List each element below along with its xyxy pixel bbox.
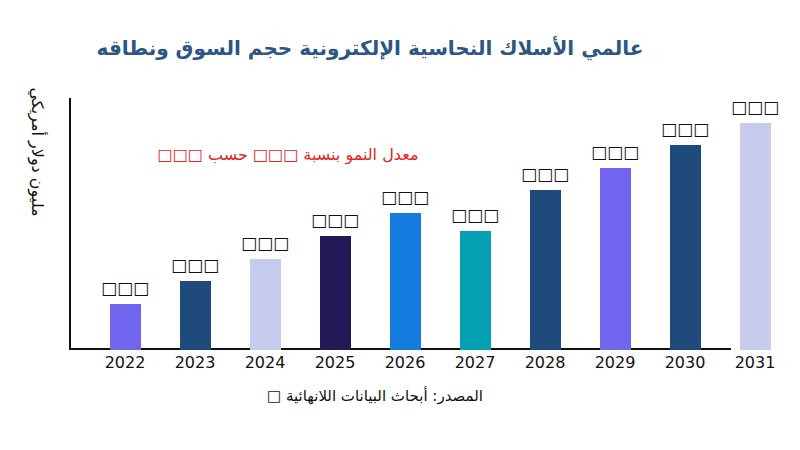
x-tick-label: 2029 (580, 353, 650, 372)
bar-value-label: □□□ (580, 144, 650, 161)
bar-2022 (110, 304, 141, 350)
x-tick-label: 2027 (440, 353, 510, 372)
bar-value-label: □□□ (90, 280, 160, 297)
bar-value-label: □□□ (230, 235, 300, 252)
source-caption: المصدر: أبحاث البيانات اللانهائية □ (175, 387, 575, 405)
x-tick-label: 2028 (510, 353, 580, 372)
x-tick-label: 2025 (300, 353, 370, 372)
bar-value-label: □□□ (160, 257, 230, 274)
bar-value-label: □□□ (720, 99, 790, 116)
bar-value-label: □□□ (440, 207, 510, 224)
bar-2027 (460, 231, 491, 350)
x-tick-label: 2026 (370, 353, 440, 372)
bar-2029 (600, 168, 631, 350)
x-tick-label: 2023 (160, 353, 230, 372)
x-tick-label: 2022 (90, 353, 160, 372)
bar-2028 (530, 190, 561, 350)
bar-2024 (250, 259, 281, 350)
bar-2026 (390, 213, 421, 350)
x-tick-label: 2030 (650, 353, 720, 372)
bar-chart: عالمي الأسلاك النحاسية الإلكترونية حجم ا… (0, 0, 800, 450)
x-tick-label: 2031 (720, 353, 790, 372)
bar-2030 (670, 145, 701, 350)
bar-2031 (740, 123, 771, 350)
x-tick-label: 2024 (230, 353, 300, 372)
bar-value-label: □□□ (510, 166, 580, 183)
bar-2023 (180, 281, 211, 350)
bar-value-label: □□□ (650, 121, 720, 138)
bar-2025 (320, 236, 351, 350)
plot-area: □□□ 2022 □□□ 2023 □□□ 2024 □□□ 2025 □□□ 2026 □□□ 20… (0, 0, 800, 450)
bar-value-label: □□□ (300, 212, 370, 229)
bar-value-label: □□□ (370, 189, 440, 206)
